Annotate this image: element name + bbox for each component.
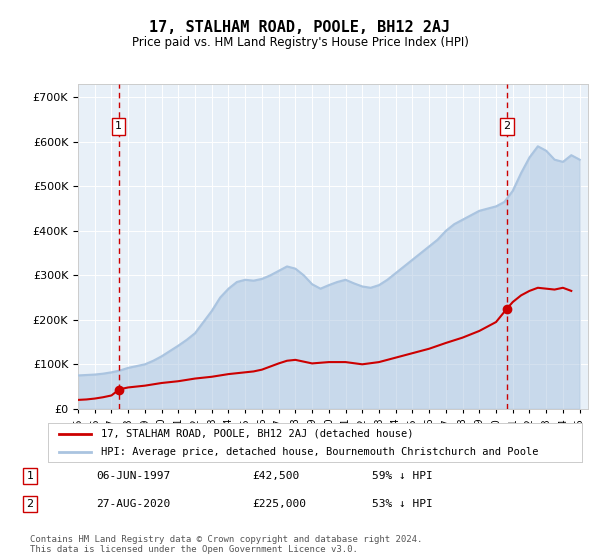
Text: 06-JUN-1997: 06-JUN-1997 bbox=[96, 471, 170, 481]
Text: HPI: Average price, detached house, Bournemouth Christchurch and Poole: HPI: Average price, detached house, Bour… bbox=[101, 447, 539, 457]
Text: 2: 2 bbox=[26, 499, 34, 509]
Text: 1: 1 bbox=[115, 121, 122, 131]
Text: 17, STALHAM ROAD, POOLE, BH12 2AJ (detached house): 17, STALHAM ROAD, POOLE, BH12 2AJ (detac… bbox=[101, 429, 414, 439]
Text: 1: 1 bbox=[26, 471, 34, 481]
Text: Price paid vs. HM Land Registry's House Price Index (HPI): Price paid vs. HM Land Registry's House … bbox=[131, 36, 469, 49]
Text: 17, STALHAM ROAD, POOLE, BH12 2AJ: 17, STALHAM ROAD, POOLE, BH12 2AJ bbox=[149, 20, 451, 35]
Text: 53% ↓ HPI: 53% ↓ HPI bbox=[372, 499, 433, 509]
Text: Contains HM Land Registry data © Crown copyright and database right 2024.
This d: Contains HM Land Registry data © Crown c… bbox=[30, 535, 422, 554]
Text: 59% ↓ HPI: 59% ↓ HPI bbox=[372, 471, 433, 481]
Text: 2: 2 bbox=[503, 121, 511, 131]
Text: £42,500: £42,500 bbox=[252, 471, 299, 481]
Text: 27-AUG-2020: 27-AUG-2020 bbox=[96, 499, 170, 509]
Text: £225,000: £225,000 bbox=[252, 499, 306, 509]
